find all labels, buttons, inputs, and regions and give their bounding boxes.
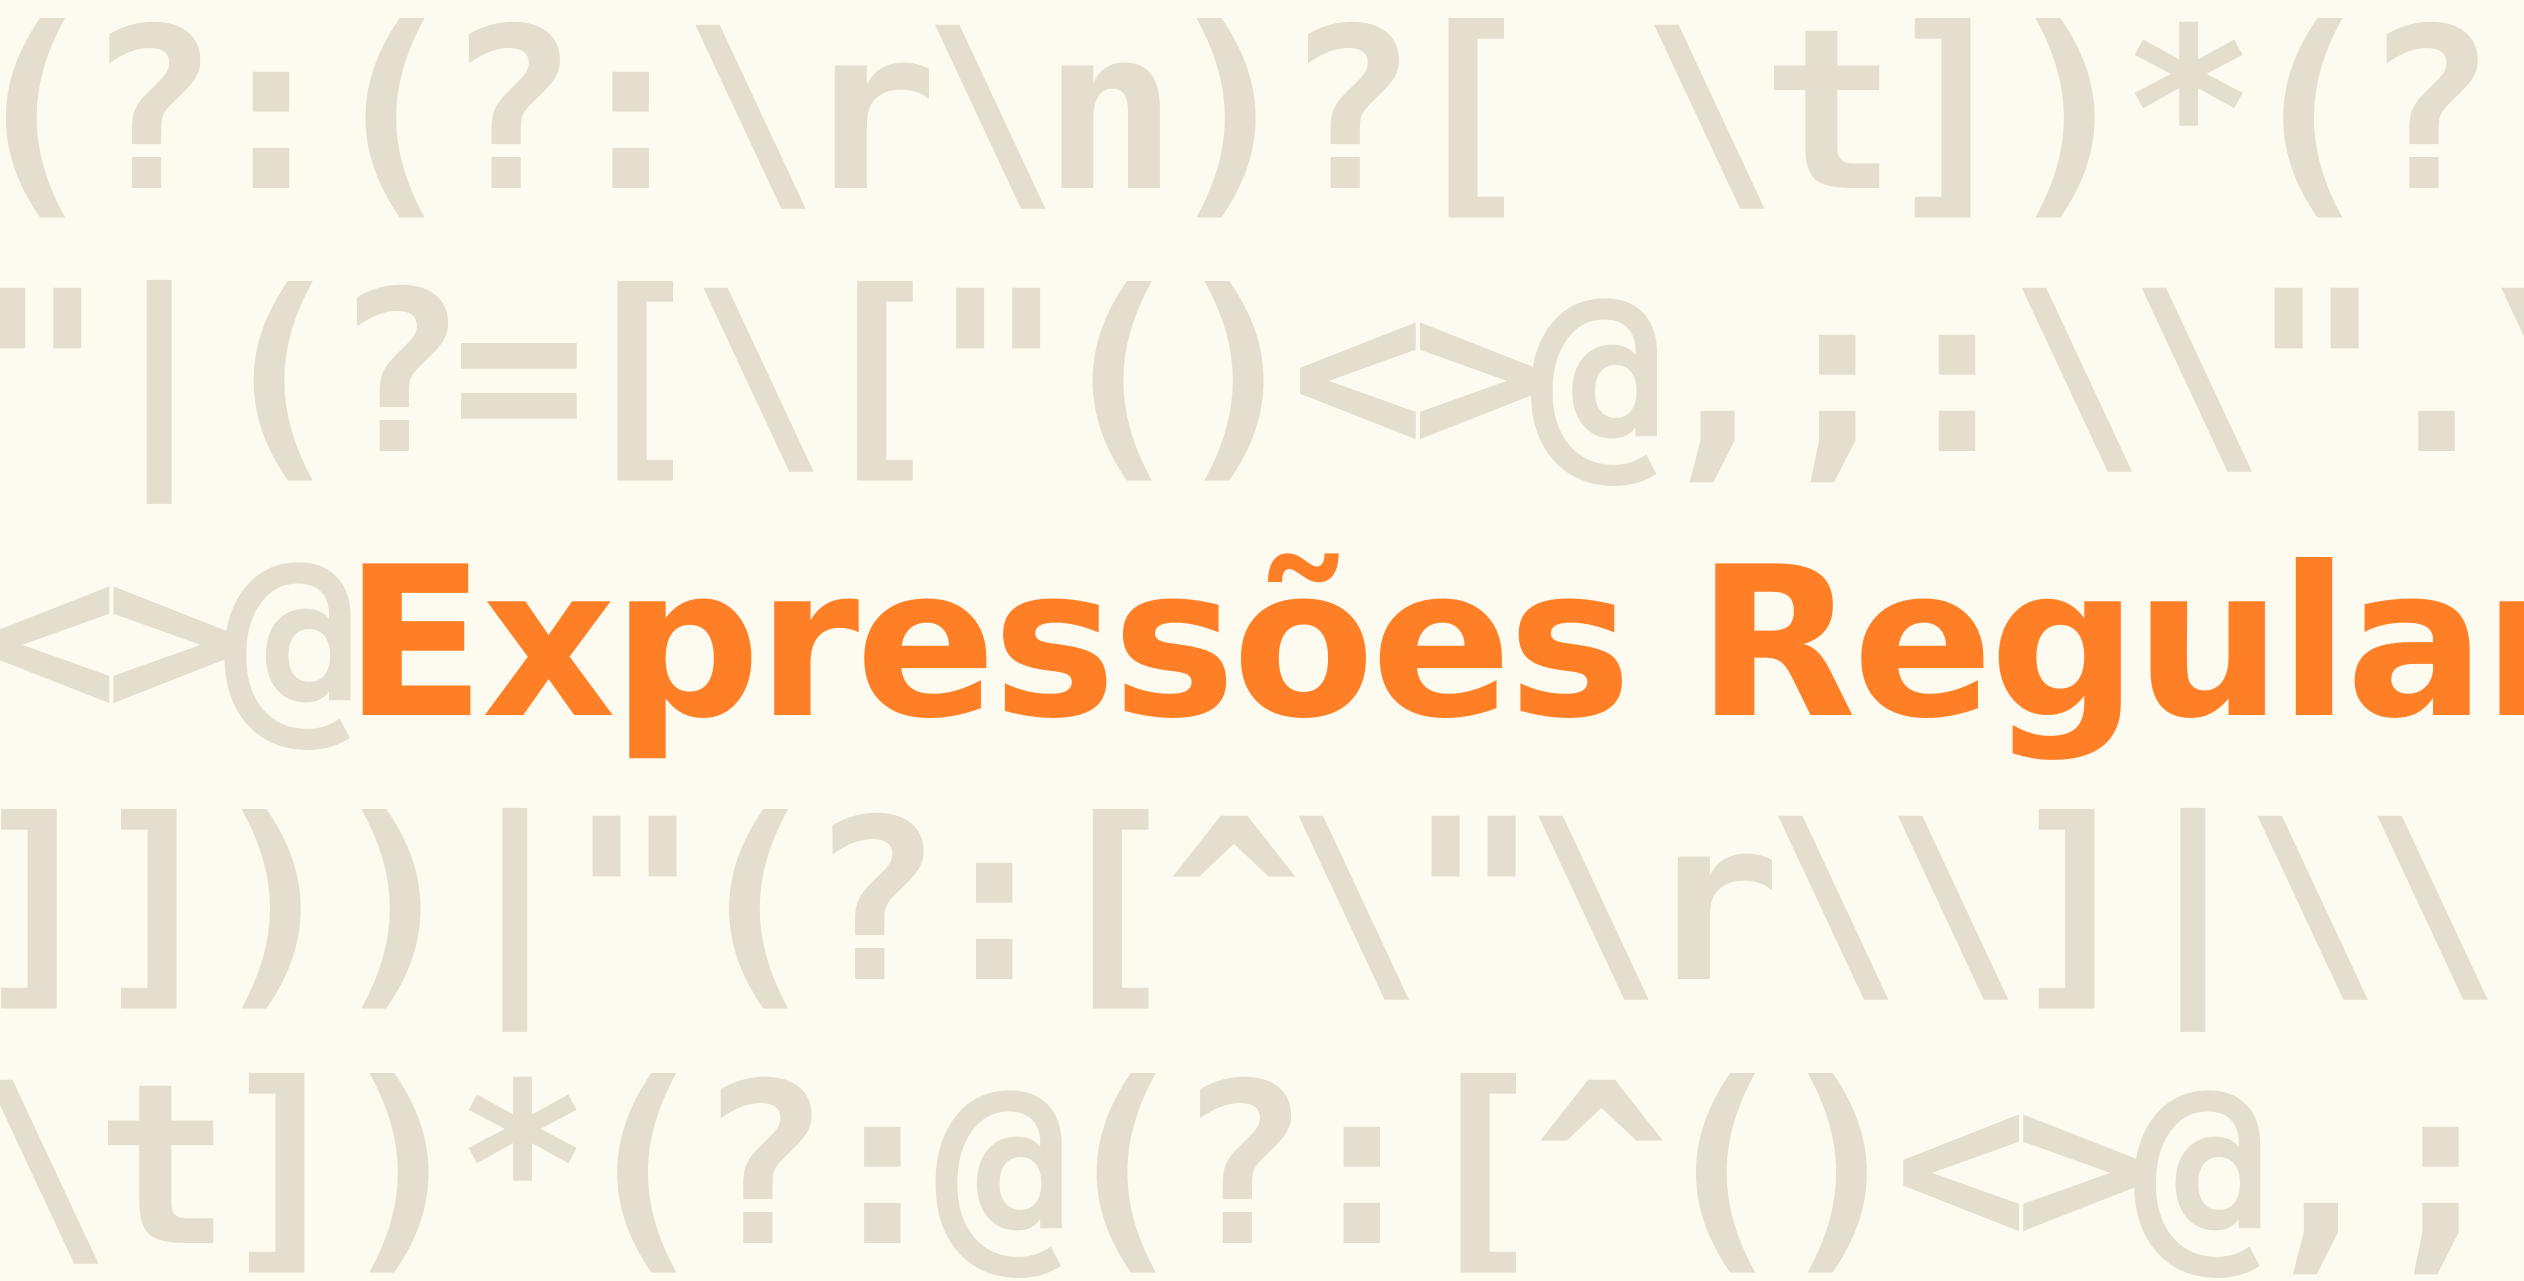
regex-pattern-prefix: <>@ [0,507,359,768]
regex-pattern-line-4: ]]))|"(?:[^\"\r\\]|\\.|(?:(?:\r\n) [0,771,2524,1032]
regex-pattern-line-1: (?:(?:\r\n)?[ \t])*(?:[^()<>@,;:\ [0,0,2524,241]
regex-pattern-line-5: \t])*(?:@(?:[^()<>@,;:\\".\[\] \ [0,1035,2524,1281]
banner-title: Expressões Regulares [343,523,2524,765]
title-line: <>@Expressões Regulares+(?: [0,513,2524,766]
regex-pattern-line-2: "|(?=[\["()<>@,;:\\".\[\]]))|\[([^ [0,243,2524,504]
